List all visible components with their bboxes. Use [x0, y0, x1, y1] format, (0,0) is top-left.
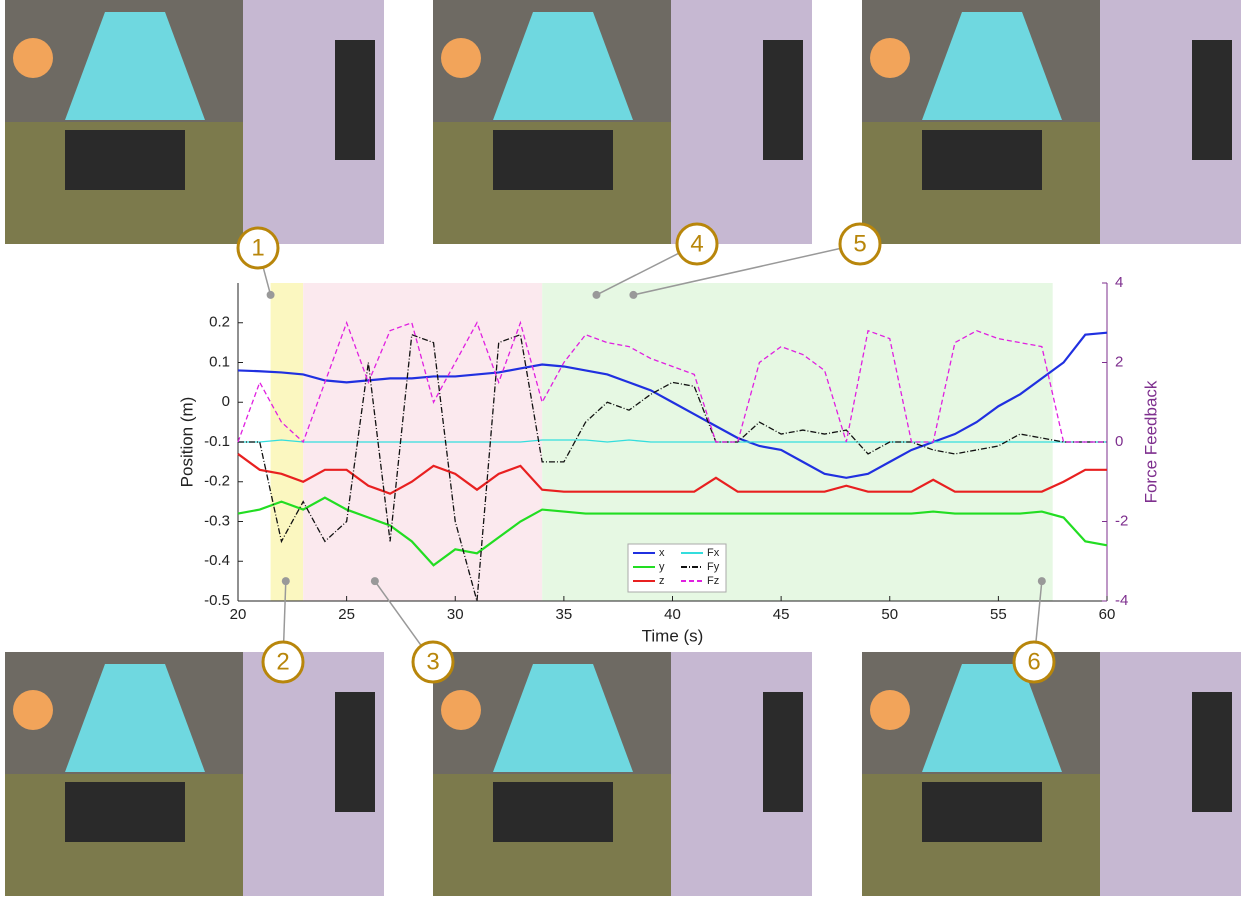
y-tick-label: 0: [222, 393, 230, 410]
y-tick-label: 0.1: [209, 353, 230, 370]
y-tick-label: 0.2: [209, 314, 230, 331]
legend-label: Fz: [707, 575, 719, 587]
terrain: [65, 664, 205, 772]
series-line: [237, 453, 1107, 495]
avatar: [870, 38, 910, 78]
callout-leader: [633, 243, 861, 296]
legend: xyz Fx Fy Fz: [627, 543, 727, 593]
callout-anchor: [370, 577, 379, 586]
robot: [922, 130, 1042, 190]
machine: [763, 692, 803, 812]
y2-tick-label: 0: [1115, 433, 1123, 450]
callout-label: 4: [690, 230, 703, 257]
y2-axis-label: Force Feedback: [1141, 380, 1160, 503]
callout-circle: [261, 640, 305, 684]
callout-circle: [236, 226, 280, 270]
callout-circle: [411, 640, 455, 684]
callout: 1: [236, 226, 280, 299]
x-axis-label: Time (s): [642, 626, 704, 645]
robot: [493, 130, 613, 190]
x-tick-label: 45: [773, 606, 790, 623]
x-tick-label: 60: [1099, 606, 1116, 623]
photo-panel: [433, 652, 812, 896]
x-tick-label: 20: [230, 606, 247, 623]
legend-label: Fy: [707, 561, 720, 573]
y2-tick-label: -4: [1115, 592, 1128, 609]
y-tick-label: -0.1: [204, 433, 230, 450]
y2-tick-label: 2: [1115, 353, 1123, 370]
photo-panel: [433, 0, 812, 244]
x-tick-label: 35: [556, 606, 573, 623]
x-tick-label: 50: [881, 606, 898, 623]
terrain: [493, 12, 633, 120]
series-line: [237, 496, 1108, 567]
photo-panel: [862, 652, 1241, 896]
y-axis-label: Position (m): [177, 397, 196, 488]
y-tick-label: -0.2: [204, 473, 230, 490]
callout-label: 5: [853, 230, 866, 257]
avatar: [441, 38, 481, 78]
x-tick-label: 30: [447, 606, 464, 623]
terrain: [922, 664, 1062, 772]
callout-anchor: [592, 290, 601, 299]
machine: [763, 40, 803, 160]
photo-panel: [5, 0, 384, 244]
x-tick-label: 55: [990, 606, 1007, 623]
robot: [922, 782, 1042, 842]
y2-tick-label: -2: [1115, 512, 1128, 529]
callout-label: 6: [1027, 648, 1040, 675]
callout-anchor: [266, 290, 275, 299]
machine: [1192, 692, 1232, 812]
callout-circle: [1012, 640, 1056, 684]
y-tick-label: -0.3: [204, 512, 230, 529]
machine: [335, 692, 375, 812]
callout-anchor: [629, 290, 638, 299]
robot: [65, 130, 185, 190]
callout-label: 1: [251, 234, 264, 261]
photo-panels: [5, 0, 1241, 896]
callout: 3: [370, 577, 455, 684]
legend-label: y: [659, 561, 665, 573]
callout-anchor: [1037, 577, 1046, 586]
series-line: [238, 333, 1107, 602]
callout: 2: [261, 577, 305, 684]
y2-tick-label: 4: [1115, 274, 1123, 291]
callout: 4: [592, 222, 719, 299]
callout-circle: [675, 222, 719, 266]
machine: [335, 40, 375, 160]
y-tick-label: -0.4: [204, 552, 230, 569]
y-tick-label: -0.5: [204, 592, 230, 609]
robot: [65, 782, 185, 842]
callout-label: 3: [426, 648, 439, 675]
x-tick-label: 40: [664, 606, 681, 623]
x-tick-label: 25: [338, 606, 355, 623]
photo-panel: [5, 652, 384, 896]
avatar: [870, 690, 910, 730]
robot: [493, 782, 613, 842]
avatar: [13, 690, 53, 730]
legend-label: x: [659, 547, 665, 559]
terrain: [922, 12, 1062, 120]
machine: [1192, 40, 1232, 160]
callout-circle: [838, 222, 882, 266]
callout: 6: [1012, 577, 1056, 684]
callout-anchor: [281, 577, 290, 586]
series-line: [237, 331, 1108, 479]
series-line: [237, 320, 1107, 444]
photo-panel: [862, 0, 1241, 244]
terrain: [65, 12, 205, 120]
legend-label: Fx: [707, 547, 720, 559]
plot: 20 25 30 35 40 45 50 55 60-0.5-0.4-0.3-0.2-0.100…: [177, 222, 1160, 684]
callout: 5: [629, 222, 882, 299]
avatar: [441, 690, 481, 730]
terrain: [493, 664, 633, 772]
series-line: [238, 439, 1107, 443]
callout-label: 2: [276, 648, 289, 675]
legend-label: z: [659, 575, 665, 587]
avatar: [13, 38, 53, 78]
